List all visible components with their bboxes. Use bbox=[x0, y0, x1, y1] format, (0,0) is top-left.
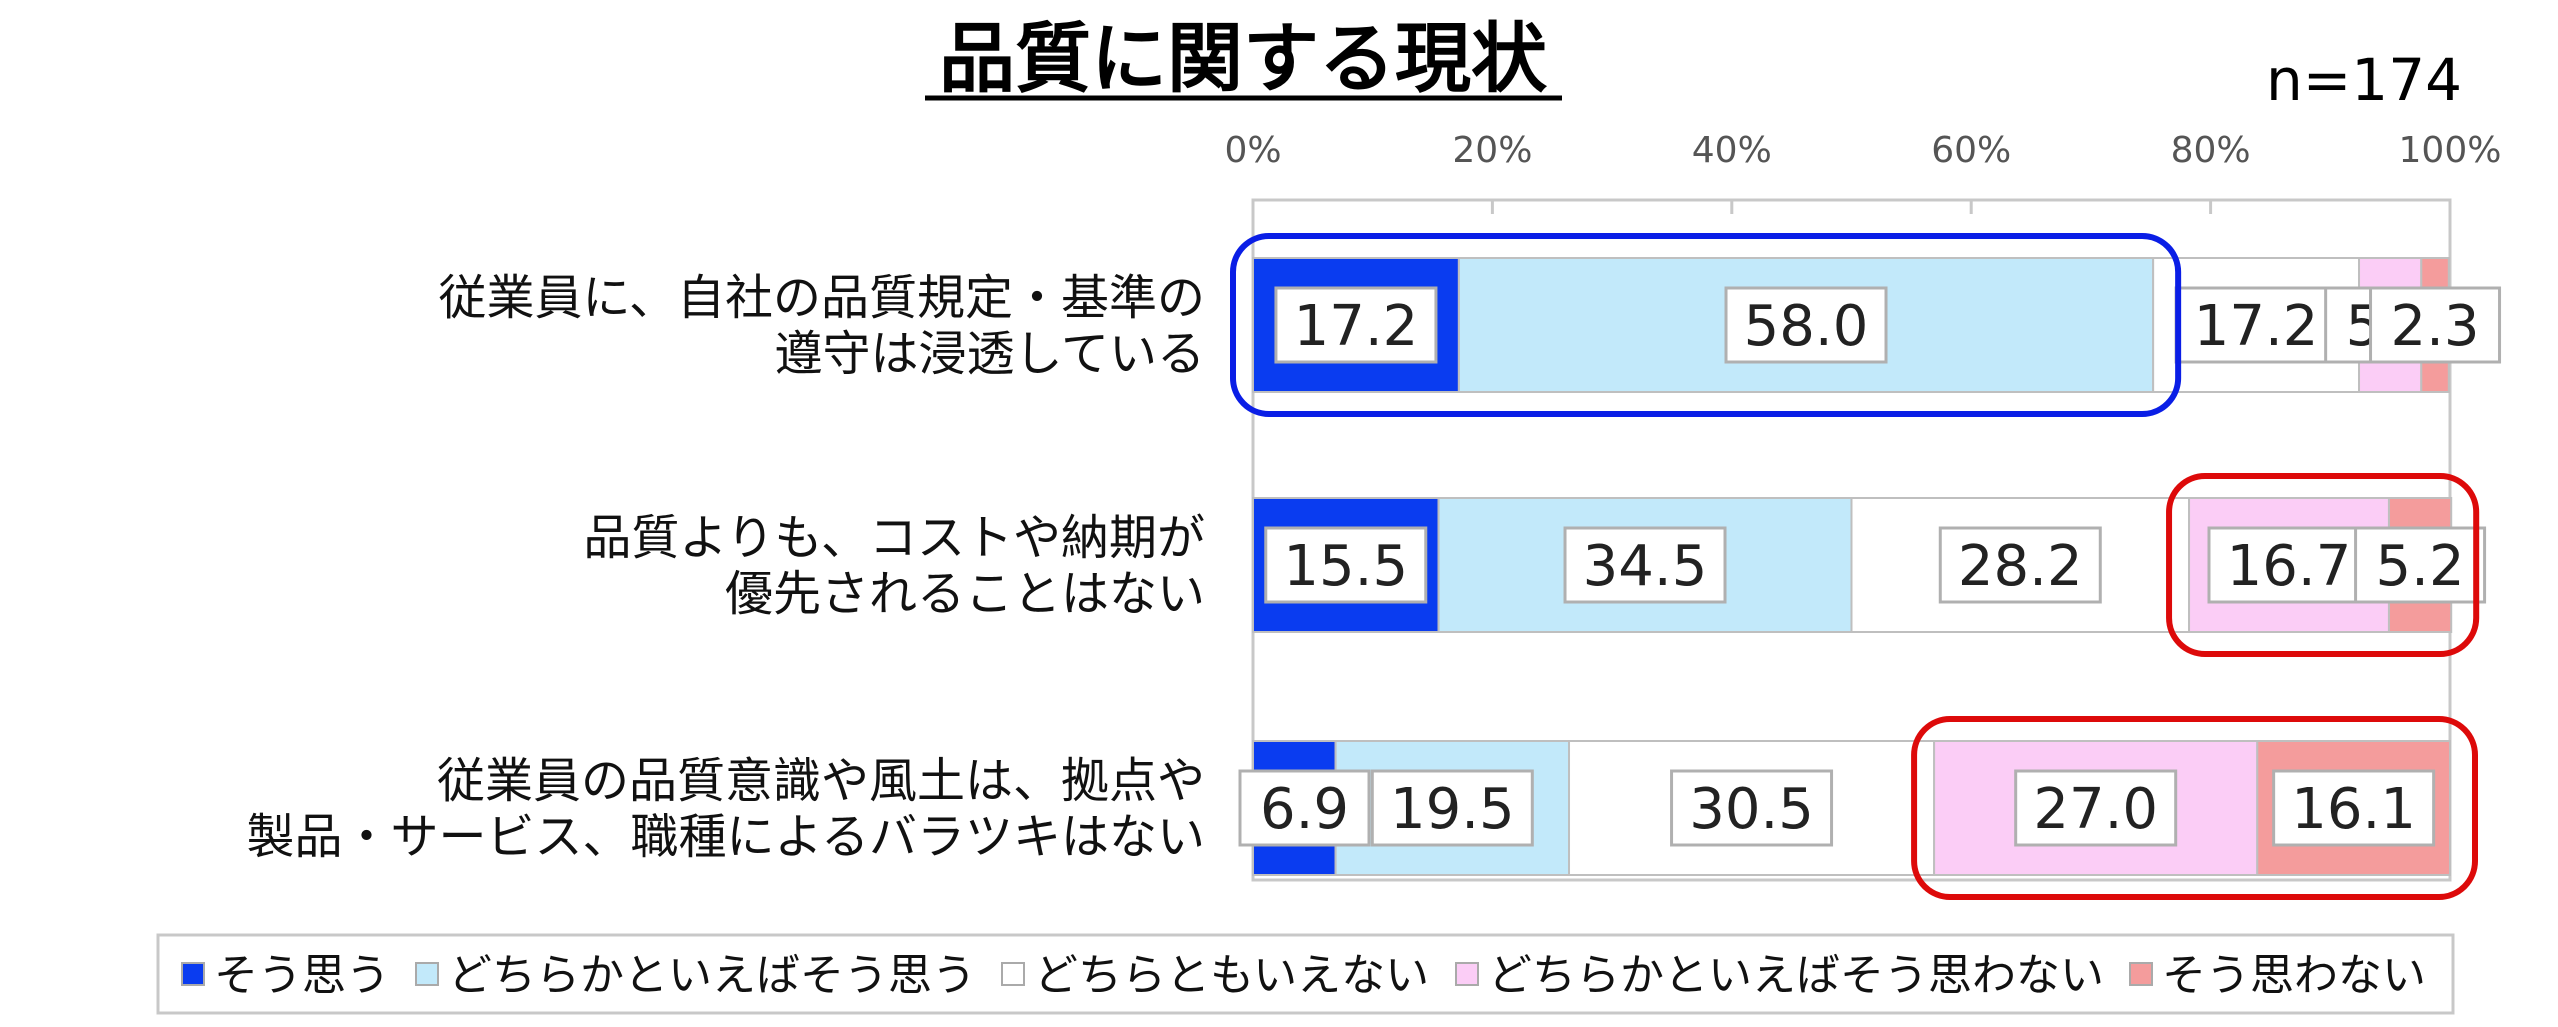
category-label-line: 製品・サービス、職種によるバラツキはない bbox=[246, 809, 1205, 865]
data-label-box bbox=[1370, 769, 1534, 847]
data-label: 19.5 bbox=[1390, 777, 1515, 842]
x-tick-label: 0% bbox=[1224, 130, 1281, 171]
legend-swatch bbox=[415, 962, 439, 986]
legend-label: どちらかといえばそう思わない bbox=[1488, 950, 2104, 1001]
x-tick-label: 20% bbox=[1452, 130, 1532, 171]
data-label: 34.5 bbox=[1583, 534, 1708, 599]
legend-item: どちらかといえばそう思う bbox=[415, 950, 976, 1001]
legend-label: どちらともいえない bbox=[1034, 950, 1429, 1001]
legend-swatch bbox=[181, 962, 205, 986]
data-label-box bbox=[2354, 526, 2487, 604]
data-label-box bbox=[1563, 526, 1727, 604]
data-label-box bbox=[1238, 769, 1371, 847]
legend-frame bbox=[156, 933, 2455, 1015]
legend-swatch bbox=[2129, 962, 2153, 986]
legend-item: そう思わない bbox=[2129, 950, 2426, 1001]
data-label-box bbox=[1938, 526, 2102, 604]
data-label-box bbox=[1724, 286, 1888, 364]
data-label: 15.5 bbox=[1283, 534, 1408, 599]
category-label-line: 遵守は浸透している bbox=[774, 326, 1205, 382]
data-label: 17.2 bbox=[2194, 294, 2319, 359]
highlight-box bbox=[1911, 716, 2478, 900]
sample-size-label: n=174 bbox=[2266, 46, 2462, 114]
data-label: 5.2 bbox=[2376, 534, 2465, 599]
data-label: 17.2 bbox=[1294, 294, 1419, 359]
x-tick-label: 60% bbox=[1931, 130, 2011, 171]
legend-swatch bbox=[1455, 962, 1479, 986]
highlight-box bbox=[1230, 233, 2182, 417]
legend-label: そう思う bbox=[214, 950, 390, 1001]
data-label-box bbox=[2207, 526, 2371, 604]
category-label-line: 従業員に、自社の品質規定・基準の bbox=[438, 270, 1205, 326]
legend-swatch bbox=[1001, 962, 1025, 986]
data-label-box bbox=[2272, 769, 2436, 847]
category-label-line: 従業員の品質意識や風土は、拠点や bbox=[437, 753, 1205, 809]
data-label: 16.7 bbox=[2227, 534, 2352, 599]
data-label: 30.5 bbox=[1689, 777, 1814, 842]
data-label: 6.9 bbox=[1260, 777, 1349, 842]
legend: そう思う どちらかといえばそう思う どちらともいえない どちらかといえばそう思わない そ… bbox=[156, 933, 2455, 1015]
data-label-box bbox=[2369, 286, 2502, 364]
legend-item: そう思う bbox=[181, 950, 390, 1001]
data-label-box bbox=[1264, 526, 1428, 604]
data-label-box bbox=[2014, 769, 2178, 847]
x-tick-label: 80% bbox=[2171, 130, 2251, 171]
data-label-box bbox=[1274, 286, 1438, 364]
category-label-line: 品質よりも、コストや納期が bbox=[583, 510, 1205, 566]
x-tick-label: 100% bbox=[2399, 130, 2502, 171]
data-label: 2.3 bbox=[2391, 294, 2480, 359]
highlight-box bbox=[2166, 473, 2480, 657]
chart-title: 品質に関する現状 bbox=[939, 14, 1548, 103]
category-label-line: 優先されることはない bbox=[725, 566, 1205, 622]
data-label: 58.0 bbox=[1744, 294, 1869, 359]
data-label: 28.2 bbox=[1958, 534, 2083, 599]
data-label: 16.1 bbox=[2291, 777, 2416, 842]
legend-label: どちらかといえばそう思う bbox=[448, 950, 976, 1001]
data-label-box bbox=[1670, 769, 1834, 847]
legend-label: そう思わない bbox=[2162, 950, 2426, 1001]
legend-item: どちらかといえばそう思わない bbox=[1455, 950, 2104, 1001]
plot-area: 0% 20% 40% 60% 80% 100% 従業員に、自社の品質規定・基準の遵守は浸透し… bbox=[246, 130, 2502, 900]
data-label: 27.0 bbox=[2033, 777, 2158, 842]
legend-item: どちらともいえない bbox=[1001, 950, 1429, 1001]
x-tick-label: 40% bbox=[1692, 130, 1772, 171]
